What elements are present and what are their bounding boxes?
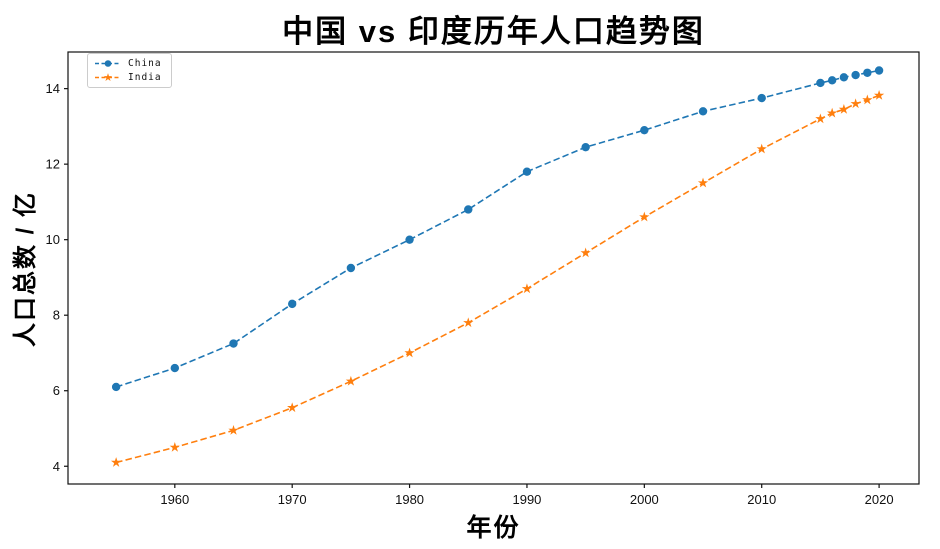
india-marker bbox=[862, 94, 873, 105]
x-tick-label: 2020 bbox=[865, 492, 894, 507]
y-tick-label: 4 bbox=[53, 459, 60, 474]
china-marker bbox=[229, 339, 238, 348]
china-marker bbox=[405, 235, 414, 244]
y-tick-label: 12 bbox=[46, 157, 60, 172]
india-marker bbox=[850, 98, 861, 109]
china-marker bbox=[111, 382, 121, 392]
india-marker bbox=[815, 113, 826, 124]
y-tick-label: 14 bbox=[46, 81, 60, 96]
china-marker bbox=[839, 73, 849, 82]
legend-circle-icon bbox=[104, 60, 112, 67]
china-line-marker-icon bbox=[95, 60, 121, 67]
india-line bbox=[115, 94, 880, 464]
india-marker bbox=[639, 211, 650, 222]
axes-frame bbox=[67, 51, 920, 485]
china-marker bbox=[464, 205, 473, 214]
china-marker bbox=[287, 299, 297, 309]
x-tick-label: 1990 bbox=[512, 492, 541, 507]
india-marker bbox=[345, 375, 357, 386]
china-marker bbox=[581, 142, 590, 152]
legend-label-india: India bbox=[128, 72, 162, 83]
india-marker bbox=[228, 424, 239, 435]
india-marker bbox=[838, 104, 850, 114]
china-marker bbox=[346, 263, 356, 273]
china-marker bbox=[757, 93, 766, 103]
india-marker bbox=[110, 457, 122, 467]
china-marker bbox=[698, 107, 708, 116]
india-marker bbox=[521, 283, 533, 294]
china-marker bbox=[522, 167, 532, 176]
china-marker bbox=[874, 66, 884, 75]
legend-label-china: China bbox=[128, 58, 162, 69]
x-tick-label: 1960 bbox=[160, 492, 189, 507]
china-marker bbox=[863, 68, 872, 77]
india-marker bbox=[287, 402, 298, 413]
china-marker bbox=[640, 125, 649, 135]
y-axis-label: 人口总数 / 亿 bbox=[12, 191, 39, 348]
x-tick-label: 2010 bbox=[747, 492, 776, 507]
y-tick-label: 6 bbox=[53, 383, 60, 398]
india-marker bbox=[697, 177, 709, 188]
x-tick-label: 2000 bbox=[630, 492, 659, 507]
china-line bbox=[115, 69, 880, 388]
y-tick-label: 10 bbox=[46, 232, 60, 247]
x-tick-label: 1980 bbox=[395, 492, 424, 507]
chart-title: 中国 vs 印度历年人口趋势图 bbox=[282, 14, 705, 49]
legend-entry-china: China bbox=[94, 58, 162, 69]
india-marker bbox=[404, 347, 415, 358]
india-marker bbox=[873, 90, 885, 100]
india-marker bbox=[169, 441, 180, 452]
china-marker bbox=[827, 76, 837, 85]
india-marker bbox=[827, 107, 838, 118]
india-line-marker-icon bbox=[95, 73, 121, 82]
india-marker bbox=[580, 247, 591, 258]
legend-star-icon bbox=[103, 73, 113, 82]
china-marker bbox=[816, 78, 825, 88]
y-tick-label: 8 bbox=[53, 308, 60, 323]
legend-entry-india: India bbox=[94, 72, 162, 83]
x-axis-label: 年份 bbox=[466, 514, 521, 542]
india-marker bbox=[463, 317, 474, 328]
india-marker bbox=[756, 143, 767, 154]
china-marker bbox=[851, 70, 860, 80]
x-tick-label: 1970 bbox=[278, 492, 307, 507]
legend: China India bbox=[87, 53, 172, 88]
china-marker bbox=[170, 363, 180, 373]
